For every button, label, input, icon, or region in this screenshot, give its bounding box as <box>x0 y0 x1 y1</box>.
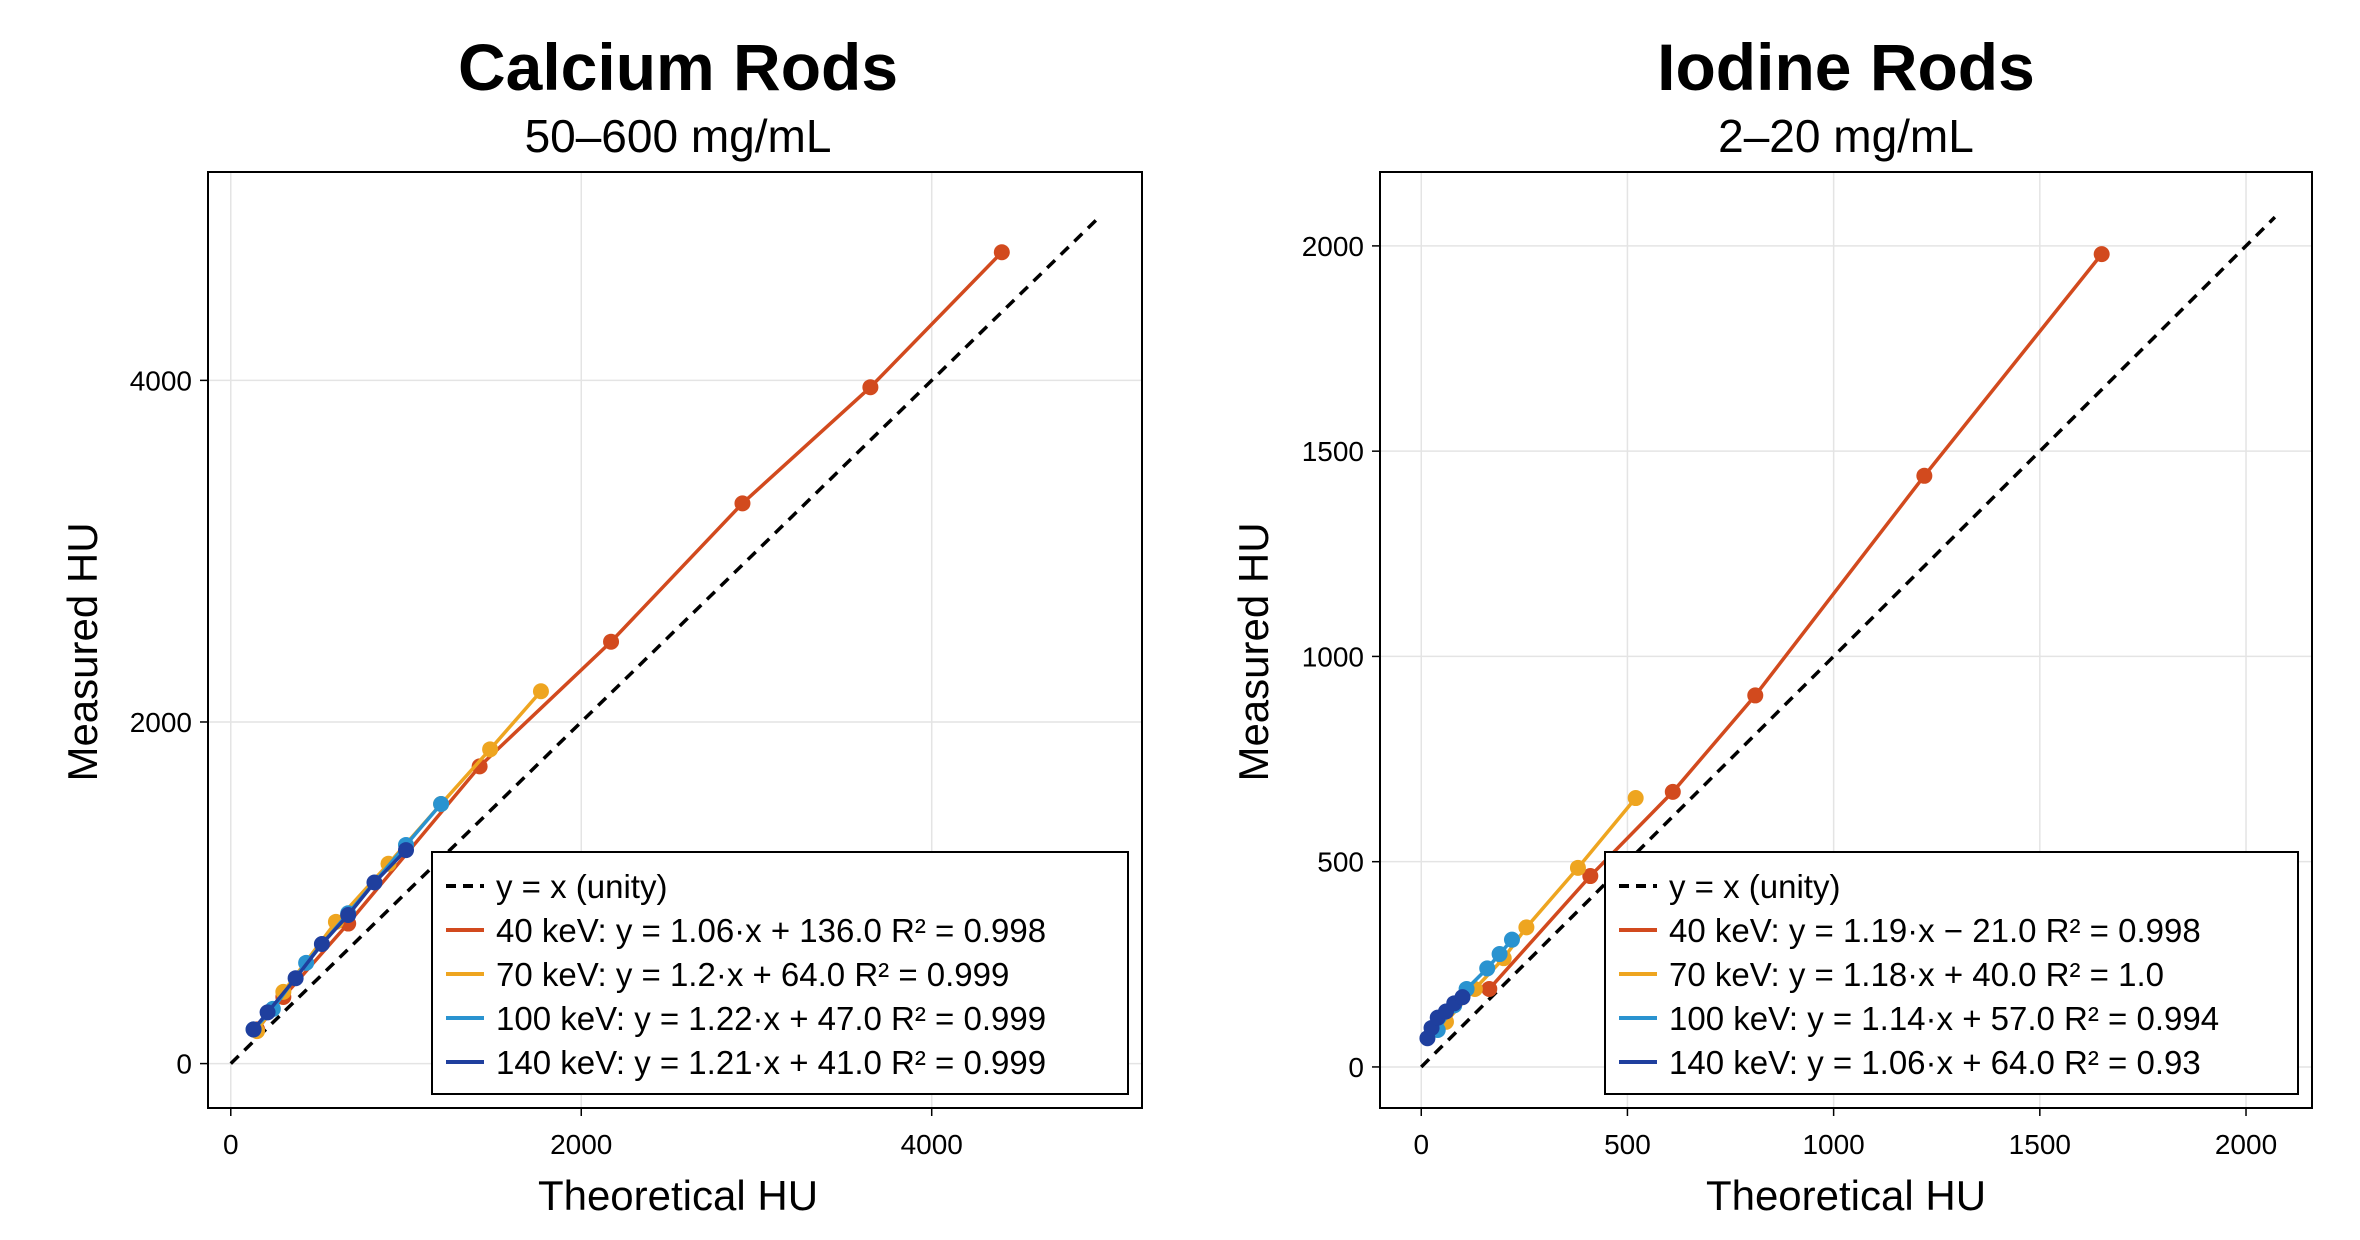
legend-box <box>1604 851 2299 1095</box>
data-point <box>1582 868 1599 885</box>
plot-frame <box>1379 171 2313 1109</box>
calcium-rods-panel: Calcium Rods 50–600 mg/mL Theoretical HU… <box>59 30 1143 1219</box>
data-point <box>532 683 549 700</box>
chart-title: Iodine Rods <box>1657 30 2035 104</box>
x-tick-label: 1000 <box>1802 1129 1864 1160</box>
chart-title: Calcium Rods <box>458 30 898 104</box>
data-point <box>993 244 1010 261</box>
data-point <box>1916 467 1933 484</box>
plot-content <box>229 216 1100 1065</box>
plot-content <box>1419 215 2277 1069</box>
legend-label: 70 keV: y = 1.18·x + 40.0 R² = 1.0 <box>1669 956 2164 993</box>
legend-label: 70 keV: y = 1.2·x + 64.0 R² = 0.999 <box>496 956 1009 993</box>
x-tick-label: 0 <box>1413 1129 1429 1160</box>
data-point <box>245 1021 262 1038</box>
legend-label: 40 keV: y = 1.19·x − 21.0 R² = 0.998 <box>1669 912 2201 949</box>
y-tick-label: 2000 <box>1302 231 1364 262</box>
chart-subtitle: 2–20 mg/mL <box>1718 110 1974 162</box>
y-tick-label: 1000 <box>1302 641 1364 672</box>
x-tick-label: 4000 <box>901 1129 963 1160</box>
data-point <box>1627 790 1644 807</box>
data-point <box>2093 246 2110 263</box>
legend-box <box>431 851 1129 1095</box>
legend-label: 140 keV: y = 1.06·x + 64.0 R² = 0.93 <box>1669 1044 2201 1081</box>
data-point <box>482 741 499 758</box>
data-point <box>1479 960 1496 977</box>
data-point <box>734 495 751 512</box>
y-axis-label: Measured HU <box>59 522 106 781</box>
x-tick-label: 2000 <box>550 1129 612 1160</box>
plot-frame <box>207 171 1143 1109</box>
tick-labels: 0 2000 4000 0 2000 4000 <box>130 365 963 1160</box>
y-tick-label: 1500 <box>1302 436 1364 467</box>
legend-label: 100 keV: y = 1.22·x + 47.0 R² = 0.999 <box>496 1000 1046 1037</box>
legend-label: 100 keV: y = 1.14·x + 57.0 R² = 0.994 <box>1669 1000 2219 1037</box>
data-point <box>398 842 415 859</box>
series-line-40-kev <box>1487 253 2104 991</box>
data-point <box>1454 989 1471 1006</box>
tick-labels: 0 500 1000 1500 2000 0 500 1000 1500 2000 <box>1302 231 2277 1160</box>
legend: y = x (unity) 40 keV: y = 1.06·x + 136.0 … <box>431 851 1129 1095</box>
plot-area <box>207 171 1143 1109</box>
data-point <box>603 633 620 650</box>
y-tick-label: 0 <box>1348 1052 1364 1083</box>
data-point <box>287 970 304 987</box>
x-tick-label: 0 <box>223 1129 239 1160</box>
data-point <box>1491 946 1508 963</box>
iodine-rods-panel: Iodine Rods 2–20 mg/mL Theoretical HU Me… <box>1230 30 2313 1219</box>
y-tick-label: 2000 <box>130 707 192 738</box>
data-point <box>340 906 357 923</box>
x-tick-label: 500 <box>1604 1129 1651 1160</box>
y-tick-label: 500 <box>1317 847 1364 878</box>
series-line-140-kev <box>252 848 408 1031</box>
legend-label: y = x (unity) <box>1669 868 1840 905</box>
data-point <box>1664 783 1681 800</box>
data-point <box>1747 687 1764 704</box>
data-point <box>433 795 450 812</box>
y-tick-label: 0 <box>176 1049 192 1080</box>
legend-label: y = x (unity) <box>496 868 667 905</box>
unity-line <box>229 216 1100 1065</box>
data-point <box>1503 931 1520 948</box>
y-axis-label: Measured HU <box>1230 522 1277 781</box>
legend: y = x (unity) 40 keV: y = 1.19·x − 21.0 R… <box>1604 851 2299 1095</box>
x-axis-label: Theoretical HU <box>538 1172 818 1219</box>
data-point <box>1518 919 1535 936</box>
y-tick-label: 4000 <box>130 365 192 396</box>
data-point <box>366 874 383 891</box>
data-point <box>259 1004 276 1021</box>
data-point <box>313 936 330 953</box>
unity-line <box>1420 215 2277 1069</box>
chart-subtitle: 50–600 mg/mL <box>525 110 832 162</box>
legend-label: 140 keV: y = 1.21·x + 41.0 R² = 0.999 <box>496 1044 1046 1081</box>
x-axis-label: Theoretical HU <box>1706 1172 1986 1219</box>
data-point <box>1569 859 1586 876</box>
data-point <box>471 758 488 775</box>
x-tick-label: 1500 <box>2009 1129 2071 1160</box>
data-point <box>862 379 879 396</box>
x-tick-label: 2000 <box>2215 1129 2277 1160</box>
legend-label: 40 keV: y = 1.06·x + 136.0 R² = 0.998 <box>496 912 1046 949</box>
data-point <box>1481 980 1498 997</box>
